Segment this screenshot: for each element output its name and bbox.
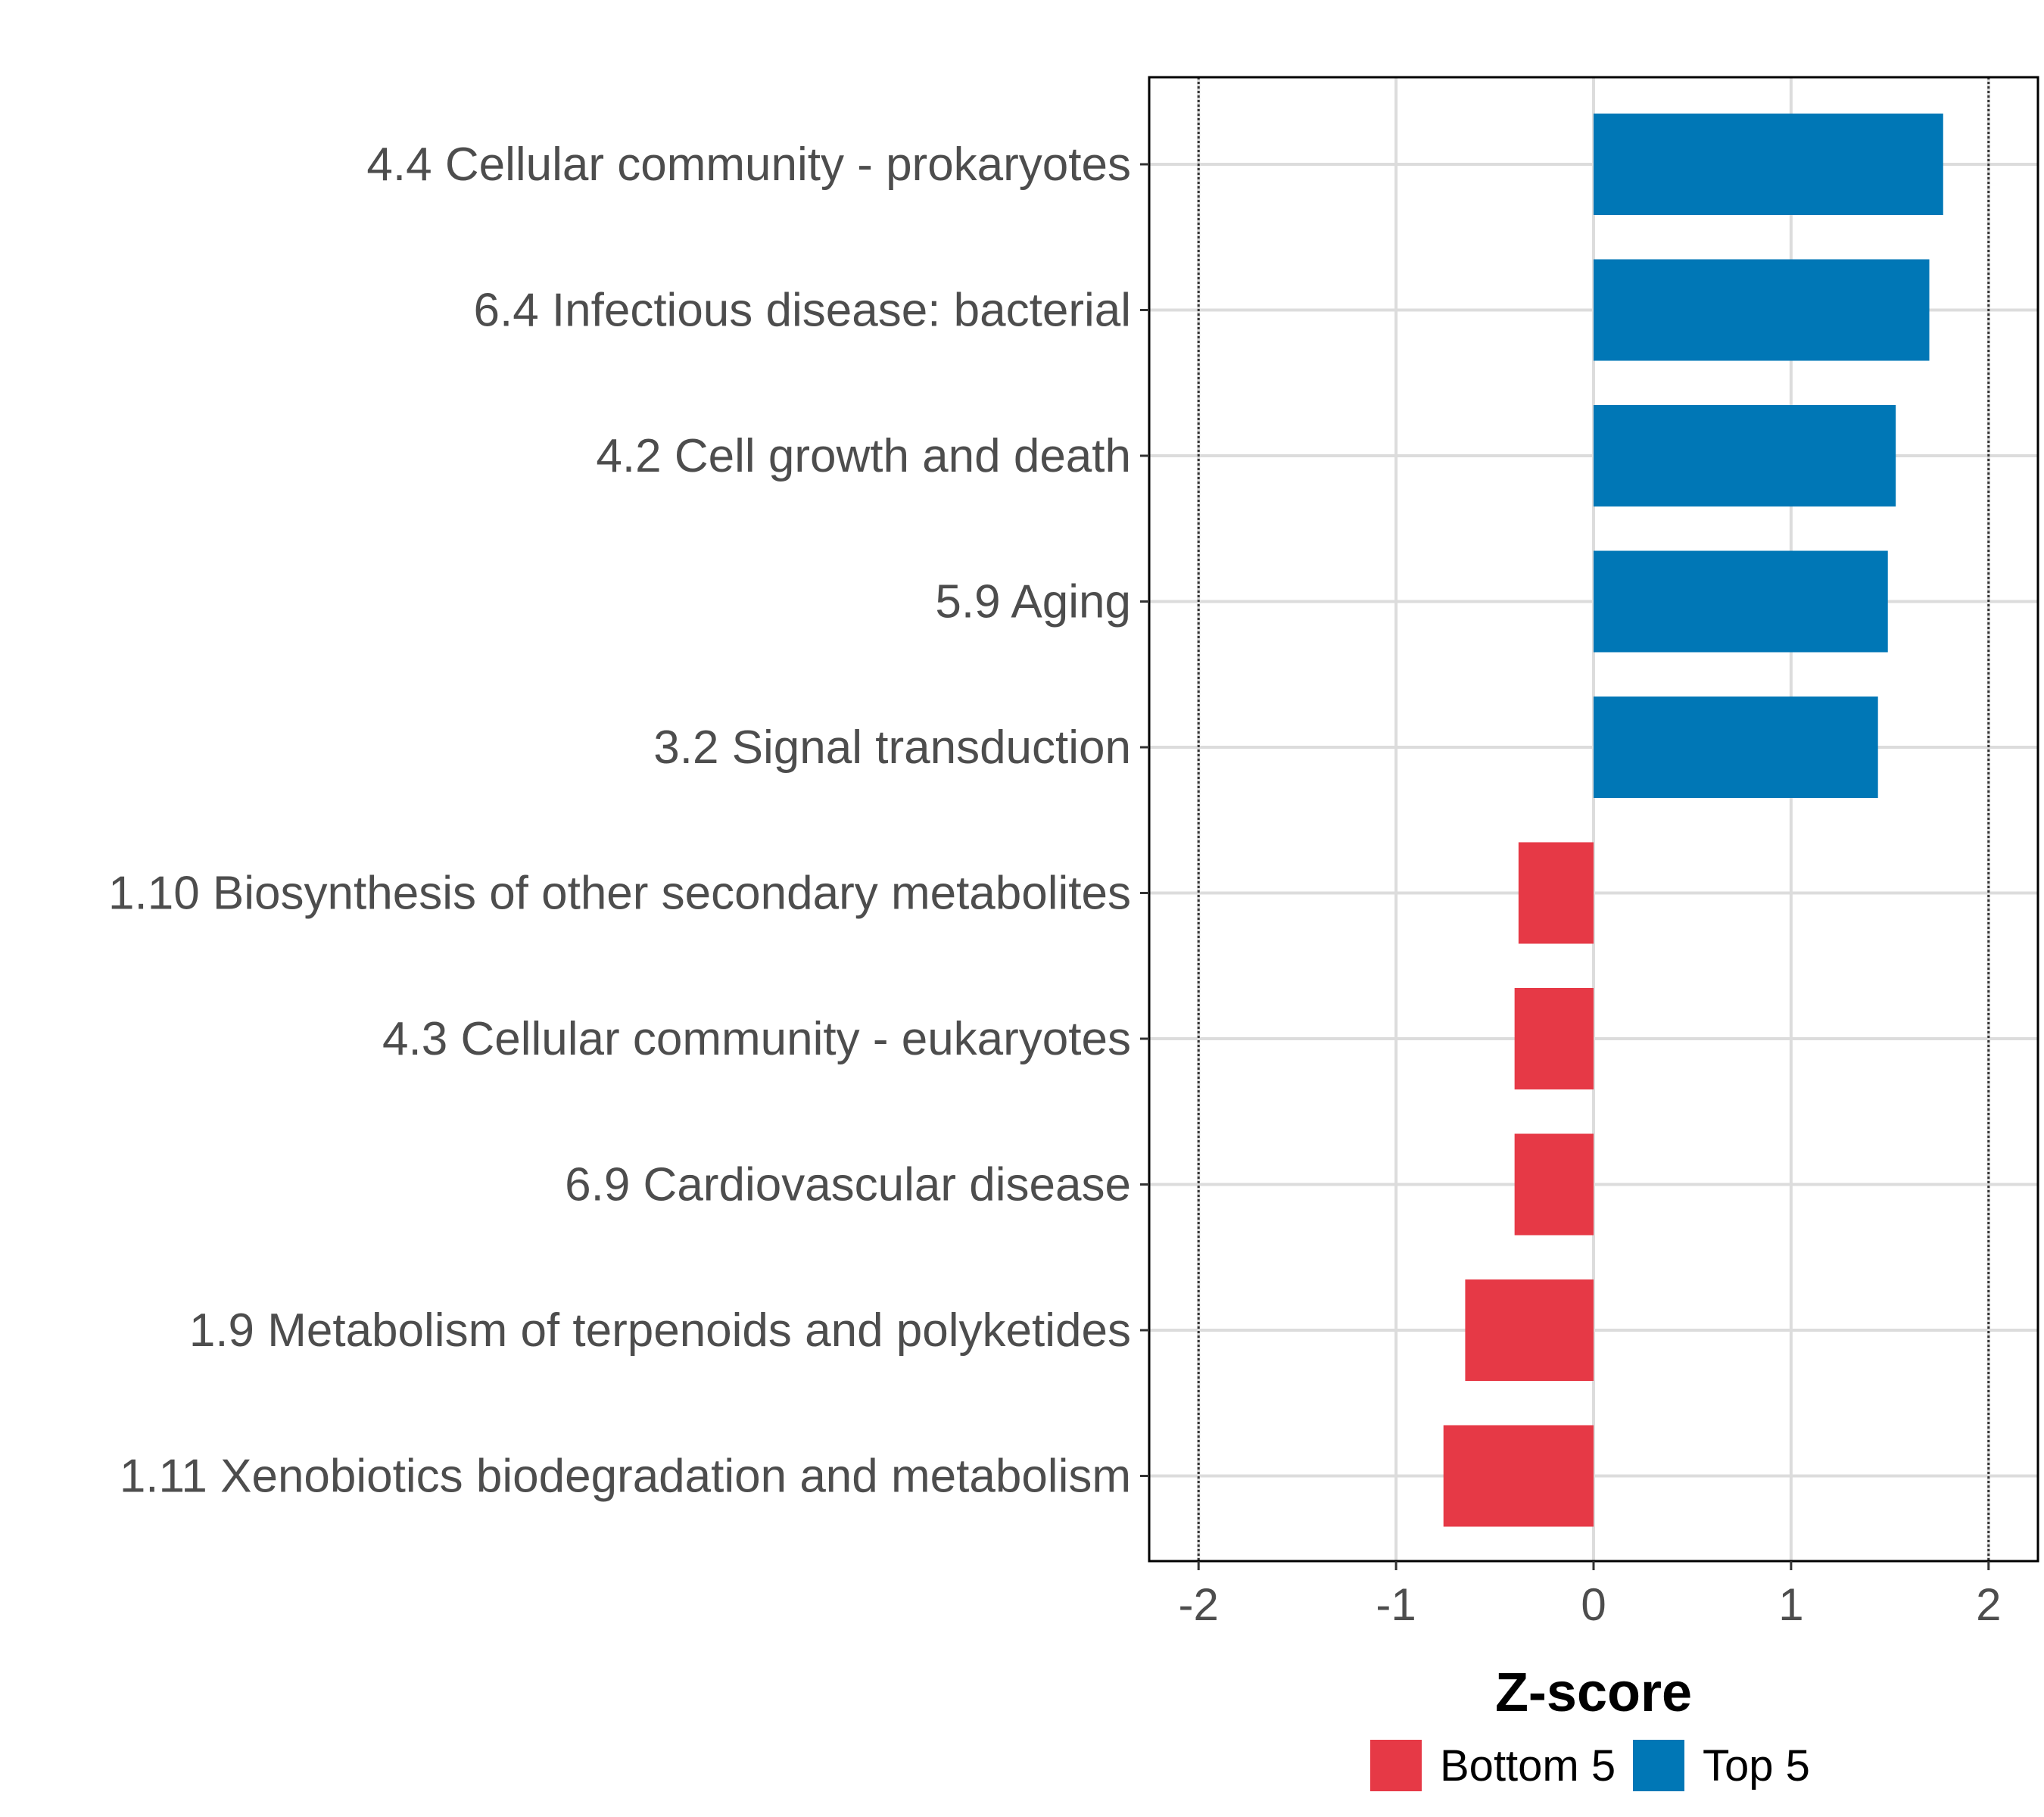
- legend-swatch: [1370, 1740, 1422, 1791]
- bar: [1594, 405, 1896, 506]
- category-label: 1.9 Metabolism of terpenoids and polyket…: [189, 1304, 1131, 1357]
- bar: [1465, 1279, 1594, 1381]
- bar: [1594, 550, 1888, 653]
- category-label: 1.11 Xenobiotics biodegradation and meta…: [120, 1451, 1131, 1503]
- reference-lines: [1197, 77, 1990, 1561]
- x-tick-label: 1: [1778, 1579, 1803, 1630]
- x-axis-title: Z-score: [1495, 1663, 1692, 1723]
- bars: [1443, 114, 1943, 1527]
- x-tick-label: 0: [1581, 1579, 1606, 1630]
- category-label: 6.9 Cardiovascular disease: [565, 1159, 1131, 1211]
- bar: [1518, 842, 1594, 944]
- x-tick-label: -1: [1376, 1579, 1416, 1630]
- category-label: 1.10 Biosynthesis of other secondary met…: [108, 868, 1131, 920]
- category-label: 4.4 Cellular community - prokaryotes: [366, 139, 1131, 191]
- bar: [1514, 1133, 1594, 1236]
- category-label: 5.9 Aging: [935, 576, 1131, 628]
- bar: [1594, 259, 1930, 361]
- x-axis: -2 -1 0 1 2: [1179, 1561, 2001, 1630]
- category-label: 4.3 Cellular community - eukaryotes: [382, 1013, 1131, 1065]
- x-tick-label: -2: [1179, 1579, 1219, 1630]
- y-axis: 4.4 Cellular community - prokaryotes 6.4 …: [108, 139, 1149, 1503]
- bar: [1443, 1425, 1594, 1527]
- bar: [1594, 697, 1878, 798]
- category-label: 3.2 Signal transduction: [653, 722, 1131, 774]
- bar: [1594, 114, 1943, 215]
- legend-label: Bottom 5: [1440, 1741, 1616, 1791]
- legend-swatch: [1633, 1740, 1684, 1791]
- category-label: 4.2 Cell growth and death: [596, 430, 1131, 482]
- legend: Bottom 5 Top 5: [1370, 1740, 1810, 1791]
- bar: [1514, 988, 1594, 1089]
- legend-label: Top 5: [1703, 1741, 1810, 1791]
- x-tick-label: 2: [1976, 1579, 2001, 1630]
- category-label: 6.4 Infectious disease: bacterial: [473, 285, 1131, 337]
